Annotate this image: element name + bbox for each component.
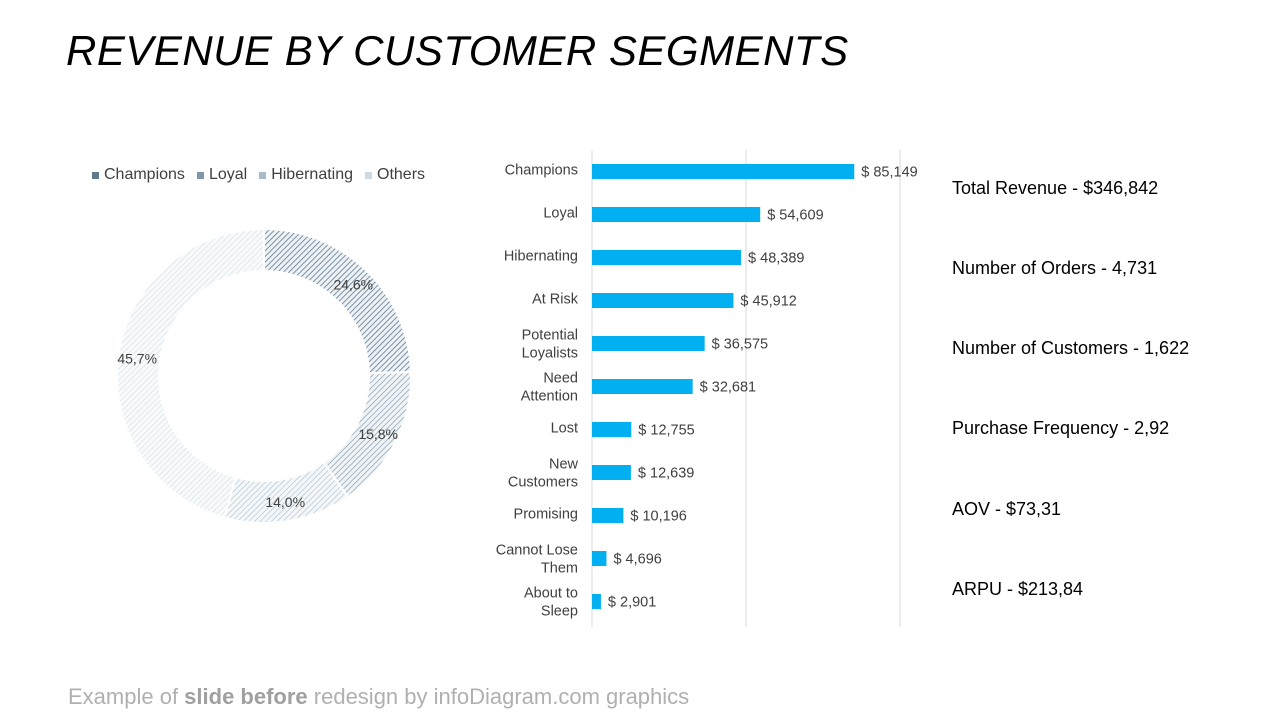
bar-hibernating (592, 250, 742, 265)
category-label-at-risk: At Risk (532, 292, 579, 308)
donut-slice-hibernating (223, 460, 350, 524)
stat-aov: AOV - $73,31 (952, 499, 1062, 519)
footer-caption: Example of slide before redesign by info… (68, 684, 689, 710)
legend-label-others: Others (377, 166, 426, 183)
category-label-loyal: Loyal (543, 206, 578, 222)
category-label-promising: Promising (514, 507, 578, 523)
legend-item-champions: Champions (92, 166, 185, 184)
legend-swatch-champions (92, 171, 99, 179)
donut-chart: 24,6% 15,8% 14,0% 45,7% (116, 227, 412, 524)
stat-purchase-frequency: Purchase Frequency - 2,92 (952, 418, 1170, 438)
legend-label-hibernating: Hibernating (271, 166, 354, 183)
category-label-champions: Champions (505, 163, 578, 179)
legend-swatch-others (365, 171, 373, 179)
bar-chart: Champions Loyal Hibernating At Risk Potentia… (496, 150, 918, 627)
donut-label-hibernating: 14,0% (265, 494, 305, 510)
donut-legend: Champions Loyal Hibernating Others (92, 166, 425, 184)
bar-potential-loyalists (592, 336, 705, 351)
stat-arpu: ARPU - $213,84 (952, 579, 1084, 599)
bar-new-customers (592, 465, 631, 480)
bar-at-risk (592, 293, 734, 308)
stat-number-of-orders: Number of Orders - 4,731 (952, 258, 1158, 278)
bar-about-to-sleep (592, 594, 601, 609)
bar-value-label-loyal: $ 54,609 (767, 208, 823, 224)
bar-value-label-lost: $ 12,755 (638, 423, 694, 439)
bar-promising (592, 508, 624, 523)
category-label-need-attention: Need Attention (521, 371, 578, 405)
category-label-hibernating: Hibernating (504, 249, 578, 265)
legend-label-champions: Champions (104, 166, 185, 183)
footer-suffix: redesign by infoDiagram.com graphics (307, 684, 690, 709)
legend-item-others: Others (365, 166, 425, 184)
category-label-about-to-sleep: About to Sleep (524, 586, 578, 620)
bar-value-label-potential-loyalists: $ 36,575 (712, 337, 768, 353)
category-label-new-customers: New Customers (508, 457, 579, 491)
stat-total-revenue: Total Revenue - $346,842 (952, 178, 1159, 198)
donut-slice-others (116, 227, 265, 519)
stat-number-of-customers: Number of Customers - 1,622 (952, 338, 1190, 358)
page-title: REVENUE BY CUSTOMER SEGMENTS (66, 27, 849, 74)
legend-item-loyal: Loyal (196, 166, 248, 184)
bar-need-attention (592, 379, 693, 394)
legend-swatch-loyal (196, 171, 204, 179)
category-label-lost: Lost (551, 421, 578, 437)
bar-value-label-at-risk: $ 45,912 (740, 294, 796, 310)
bar-lost (592, 422, 632, 437)
category-label-cannot-lose-them: Cannot Lose Them (496, 543, 578, 577)
bar-value-label-hibernating: $ 48,389 (748, 251, 804, 267)
bar-value-label-promising: $ 10,196 (630, 509, 686, 525)
donut-label-others: 45,7% (117, 351, 157, 367)
bar-value-label-cannot-lose-them: $ 4,696 (613, 552, 661, 568)
bar-value-label-champions: $ 85,149 (861, 165, 917, 181)
bar-loyal (592, 207, 761, 222)
bar-value-label-need-attention: $ 32,681 (700, 380, 756, 396)
footer-bold: slide before (184, 684, 308, 709)
donut-slice-champions (263, 227, 412, 375)
bar-value-label-about-to-sleep: $ 2,901 (608, 595, 656, 611)
donut-label-loyal: 15,8% (358, 426, 398, 442)
legend-label-loyal: Loyal (208, 166, 248, 183)
bar-value-label-new-customers: $ 12,639 (638, 466, 694, 482)
legend-swatch-hibernating (259, 171, 267, 179)
legend-item-hibernating: Hibernating (259, 166, 353, 184)
footer-prefix: Example of (68, 684, 185, 709)
donut-label-champions: 24,6% (333, 276, 373, 292)
bar-cannot-lose-them (592, 551, 607, 566)
category-label-potential-loyalists: Potential Loyalists (522, 328, 578, 362)
bar-champions (592, 164, 855, 179)
